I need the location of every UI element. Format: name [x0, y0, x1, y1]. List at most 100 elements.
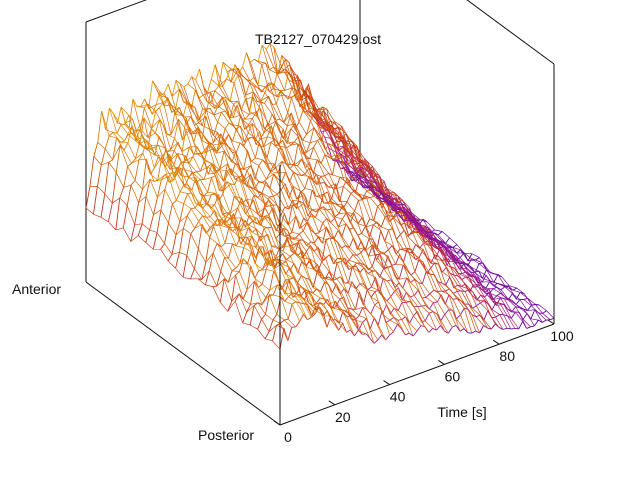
mesh-line	[331, 218, 335, 222]
mesh-line	[173, 172, 177, 173]
mesh-line	[243, 290, 247, 299]
mesh-line	[347, 330, 351, 332]
mesh-line	[117, 125, 121, 133]
mesh-line	[387, 280, 391, 281]
mesh-line	[430, 290, 434, 294]
x-tick-label: 80	[499, 348, 515, 364]
mesh-line	[370, 318, 374, 329]
mesh-line	[349, 238, 353, 248]
mesh-line	[161, 244, 165, 250]
mesh-line	[494, 274, 498, 282]
mesh-line	[112, 173, 116, 203]
mesh-line	[90, 156, 94, 186]
mesh-line	[381, 217, 385, 227]
mesh-line	[358, 217, 362, 223]
mesh-line	[284, 319, 288, 320]
mesh-line	[321, 155, 325, 164]
mesh-line	[241, 99, 245, 110]
mesh-line	[294, 144, 298, 165]
mesh-line	[360, 268, 364, 273]
mesh-line	[379, 278, 383, 293]
mesh-line	[97, 165, 101, 186]
mesh-line	[184, 194, 188, 204]
mesh-line	[190, 269, 194, 279]
mesh-line	[342, 224, 346, 237]
mesh-line	[299, 231, 303, 234]
mesh-line	[94, 142, 98, 156]
x-tick	[274, 421, 280, 425]
x-tick-label: 0	[284, 429, 292, 445]
mesh-line	[255, 165, 259, 179]
mesh-line	[335, 214, 339, 217]
mesh-line	[246, 83, 250, 95]
mesh-line	[198, 225, 202, 250]
mesh-line	[425, 313, 429, 321]
mesh-line	[385, 230, 389, 241]
mesh-line	[457, 250, 461, 253]
mesh-line	[124, 143, 128, 150]
mesh-line	[230, 83, 234, 102]
mesh-line	[124, 166, 128, 187]
mesh-line	[418, 306, 422, 307]
mesh-line	[367, 190, 371, 191]
mesh-line	[188, 77, 192, 85]
box-edge	[360, 0, 554, 64]
mesh-line	[386, 335, 390, 340]
mesh-line	[225, 123, 229, 129]
mesh-line	[259, 160, 263, 165]
mesh-line	[135, 160, 139, 181]
mesh-line	[258, 284, 262, 288]
mesh-line	[150, 215, 154, 230]
mesh-line	[273, 194, 277, 196]
mesh-line	[349, 255, 353, 260]
mesh-line	[272, 104, 276, 105]
mesh-line	[187, 234, 191, 256]
mesh-line	[531, 326, 535, 327]
mesh-line	[448, 327, 452, 333]
mesh-line	[491, 324, 495, 329]
mesh-line	[395, 283, 399, 288]
mesh-line	[233, 129, 237, 141]
mesh-line	[310, 128, 314, 143]
mesh-line	[503, 328, 507, 329]
mesh-line	[176, 252, 180, 268]
mesh-line	[184, 84, 188, 87]
mesh-line	[332, 284, 336, 293]
mesh-line	[227, 69, 231, 79]
x-tick	[438, 360, 444, 364]
mesh-line	[285, 297, 289, 302]
mesh-line	[534, 320, 538, 326]
box-edge	[280, 324, 554, 425]
mesh-line	[358, 200, 362, 201]
mesh-line	[232, 268, 236, 271]
mesh-line	[390, 317, 394, 320]
mesh-line	[196, 69, 200, 80]
mesh-line	[516, 300, 520, 305]
mesh-line	[108, 203, 112, 222]
mesh-line	[251, 158, 255, 162]
mesh-line	[211, 65, 215, 79]
mesh-line	[288, 327, 292, 340]
mesh-line	[480, 301, 484, 303]
mesh-line	[411, 272, 415, 275]
mesh-line	[437, 326, 441, 331]
mesh-line	[188, 193, 192, 194]
mesh-line	[368, 267, 372, 270]
mesh-line	[484, 311, 488, 320]
mesh-line	[123, 206, 127, 228]
x-tick	[384, 381, 390, 385]
mesh-line	[327, 209, 331, 210]
mesh-line	[411, 279, 415, 282]
mesh-line	[215, 86, 219, 91]
mesh-line	[255, 271, 259, 279]
mesh-line	[542, 320, 546, 322]
mesh-line	[446, 277, 450, 285]
mesh-line	[161, 189, 165, 210]
mesh-line	[313, 160, 317, 174]
mesh-line	[475, 258, 479, 260]
mesh-line	[236, 126, 240, 128]
mesh-line	[384, 250, 388, 254]
mesh-line	[300, 314, 304, 321]
mesh-line	[193, 172, 197, 173]
y-label-posterior: Posterior	[198, 427, 254, 443]
